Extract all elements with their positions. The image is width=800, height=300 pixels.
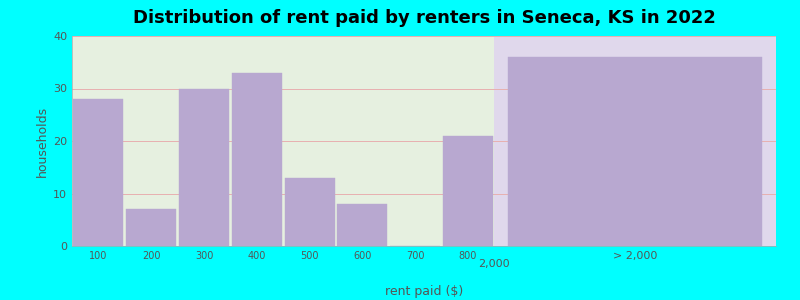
Text: Distribution of rent paid by renters in Seneca, KS in 2022: Distribution of rent paid by renters in … [133, 9, 715, 27]
Y-axis label: households: households [36, 105, 49, 177]
Bar [443, 136, 493, 246]
Bar [74, 99, 123, 246]
Bar [126, 209, 176, 246]
Text: rent paid ($): rent paid ($) [385, 284, 463, 298]
Bar [285, 178, 334, 246]
Text: 2,000: 2,000 [478, 259, 510, 269]
Bar [232, 73, 282, 246]
Bar [338, 204, 387, 246]
Bar [179, 88, 229, 246]
